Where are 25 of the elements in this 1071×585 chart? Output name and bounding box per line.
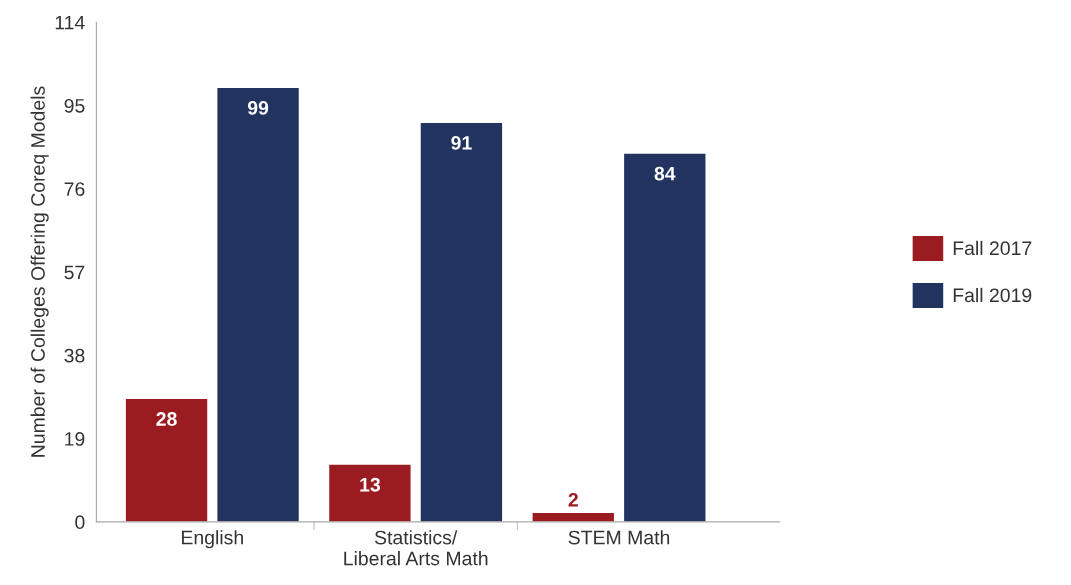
y-tick-label: 76	[64, 182, 85, 196]
y-tick-label: 95	[64, 98, 85, 113]
y-axis-title: Number of Colleges Offering Coreq Models	[30, 86, 49, 457]
data-label: 91	[451, 136, 472, 150]
x-tick-label: STEM Math	[568, 530, 670, 545]
data-label: 13	[360, 477, 381, 492]
y-tick-label: 19	[65, 432, 85, 446]
data-label: 28	[156, 412, 177, 426]
y-tick-label: 114	[55, 15, 85, 30]
data-label: 2	[568, 492, 578, 507]
bar	[125, 399, 208, 522]
x-tick-label: Statistics/ Liberal Arts Math	[344, 530, 488, 566]
legend-label: Fall 2019	[953, 287, 1032, 303]
y-tick-label: 57	[64, 265, 85, 280]
bar	[624, 153, 706, 522]
data-label: 99	[247, 100, 269, 115]
x-tick-label: English	[182, 530, 243, 549]
bar	[329, 464, 411, 522]
bar	[532, 513, 614, 522]
legend-label: Fall 2017	[953, 240, 1032, 256]
bar	[420, 123, 503, 522]
y-tick-label: 0	[75, 515, 85, 530]
y-tick-label: 38	[64, 348, 85, 363]
bar	[217, 87, 299, 522]
data-label: 84	[654, 166, 676, 181]
